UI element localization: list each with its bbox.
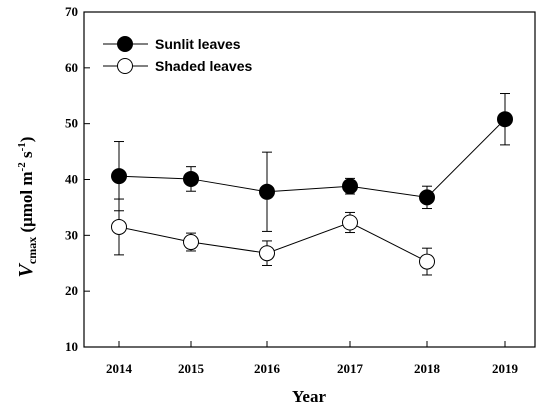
x-tick-label: 2017 xyxy=(337,361,364,376)
y-axis-title: Vcmax (μmol m-2 s-1) xyxy=(15,137,39,278)
legend-label: Sunlit leaves xyxy=(155,36,241,52)
y-tick-label: 50 xyxy=(65,116,78,131)
x-tick-label: 2019 xyxy=(492,361,519,376)
y-tick-label: 30 xyxy=(65,227,78,242)
y-axis-title-subscript: cmax xyxy=(25,237,39,264)
data-point xyxy=(111,168,127,185)
series-1 xyxy=(111,93,513,232)
y-axis-title-symbol: V xyxy=(15,262,37,277)
legend-marker xyxy=(117,58,133,74)
y-tick-label: 70 xyxy=(65,4,78,19)
legend-marker xyxy=(117,36,133,52)
legend-entry: Shaded leaves xyxy=(103,58,252,74)
x-tick-label: 2015 xyxy=(178,361,205,376)
plot-frame xyxy=(83,11,536,348)
data-point xyxy=(419,189,435,206)
y-axis-title-superscript-2: -1 xyxy=(16,142,28,151)
data-point xyxy=(342,178,358,195)
data-point xyxy=(497,111,513,128)
data-point xyxy=(419,253,435,270)
y-axis-title-unit-mid: s xyxy=(17,151,36,162)
legend-label: Shaded leaves xyxy=(155,58,252,74)
data-point xyxy=(111,218,127,235)
y-tick-label: 20 xyxy=(65,283,78,298)
x-tick-label: 2016 xyxy=(254,361,281,376)
y-tick-label: 60 xyxy=(65,60,78,75)
series-2 xyxy=(111,198,435,276)
y-tick-label: 10 xyxy=(65,339,78,354)
y-axis-title-unit-prefix: (μmol m xyxy=(17,171,36,236)
data-point xyxy=(342,214,358,231)
legend-entry: Sunlit leaves xyxy=(103,36,241,52)
data-point xyxy=(183,234,199,251)
x-axis-title: Year xyxy=(292,387,326,406)
data-point xyxy=(259,245,275,262)
data-point xyxy=(259,183,275,200)
data-point xyxy=(183,170,199,187)
y-axis-title-unit-suffix: ) xyxy=(17,137,36,143)
y-tick-label: 40 xyxy=(65,172,78,187)
y-axis-title-superscript-1: -2 xyxy=(16,162,28,172)
series-line xyxy=(118,118,506,198)
x-tick-label: 2014 xyxy=(106,361,133,376)
x-tick-label: 2018 xyxy=(414,361,441,376)
